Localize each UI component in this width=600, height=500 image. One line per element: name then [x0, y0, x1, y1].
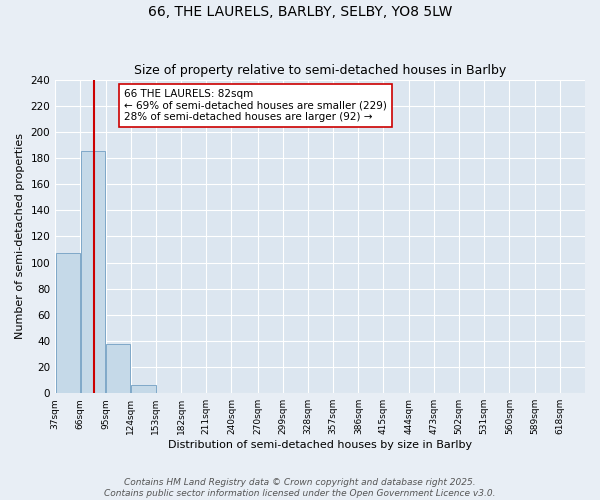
Text: 66, THE LAURELS, BARLBY, SELBY, YO8 5LW: 66, THE LAURELS, BARLBY, SELBY, YO8 5LW [148, 5, 452, 19]
X-axis label: Distribution of semi-detached houses by size in Barlby: Distribution of semi-detached houses by … [168, 440, 472, 450]
Bar [106, 344, 130, 393]
Bar [81, 152, 105, 393]
Text: 66 THE LAURELS: 82sqm
← 69% of semi-detached houses are smaller (229)
28% of sem: 66 THE LAURELS: 82sqm ← 69% of semi-deta… [124, 89, 387, 122]
Title: Size of property relative to semi-detached houses in Barlby: Size of property relative to semi-detach… [134, 64, 506, 77]
Text: Contains HM Land Registry data © Crown copyright and database right 2025.
Contai: Contains HM Land Registry data © Crown c… [104, 478, 496, 498]
Bar [56, 254, 80, 393]
Y-axis label: Number of semi-detached properties: Number of semi-detached properties [15, 134, 25, 340]
Bar [131, 386, 155, 393]
